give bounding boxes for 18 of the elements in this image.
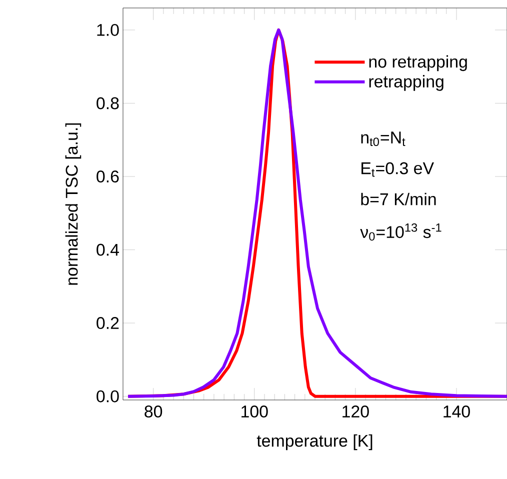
x-tick-label: 120 <box>342 406 369 418</box>
y-tick-label: 0.2 <box>96 317 119 330</box>
x-axis-title: temperature [K] <box>256 434 372 450</box>
y-tick-label: 0.0 <box>96 390 119 402</box>
annotation: ν$_{0}$=10$^{13}$ s$^{-1}$ <box>360 223 442 241</box>
annotation: E$_{t}$=0.3 eV <box>362 162 434 177</box>
y-axis-title: normalized TSC [a.u.] <box>65 123 82 285</box>
x-tick-label: 80 <box>144 406 162 418</box>
y-tick-label: 1.0 <box>97 24 119 36</box>
legend-label: no retrapping <box>369 55 467 72</box>
y-tick-label: 0.6 <box>96 170 119 183</box>
y-tick-label: 0.4 <box>96 244 119 256</box>
x-tick-label: 140 <box>444 406 470 418</box>
annotation: n$_{t0}$=N$_{t}$ <box>361 132 406 146</box>
legend-label: retrapping <box>369 75 444 91</box>
x-tick-label: 100 <box>242 406 268 418</box>
annotation: b=7 K/min <box>361 192 436 206</box>
y-tick-label: 0.8 <box>96 97 119 110</box>
